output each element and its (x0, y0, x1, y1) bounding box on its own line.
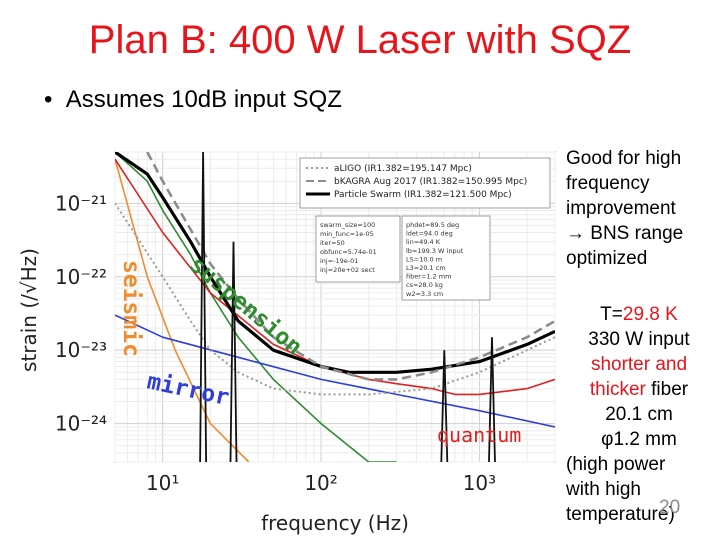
side-note: Good for high frequency improvement → BN… (566, 146, 683, 271)
page-number: 20 (659, 497, 681, 518)
resonance-peak (440, 350, 449, 462)
parameter-box-swarm-line: inj=-19e-01 (320, 257, 358, 265)
fiber-thicker: thicker (589, 379, 646, 400)
fiber-length: 20.1 cm (605, 404, 673, 425)
parameter-box-detector-line: phdet=89.5 deg (406, 221, 459, 229)
series-mirror-line (115, 314, 555, 428)
noise-budget-chart: 10¹ 10² 10³ 10⁻²¹ 10⁻²² 10⁻²³ 10⁻²⁴ frequency … (17, 151, 556, 535)
side-note-line: improvement (566, 198, 676, 219)
legend-entry-bkagra: bKAGRA Aug 2017 (IR1.382=150.995 Mpc) (334, 177, 527, 187)
resonance-peak (488, 337, 496, 462)
fiber-shorter: shorter and (590, 354, 688, 375)
y-axis-label: strain (/√Hz) (17, 248, 41, 372)
series-suspension-line (115, 152, 397, 462)
x-tick-label: 10³ (463, 471, 496, 495)
ticks: 10¹ 10² 10³ 10⁻²¹ 10⁻²² 10⁻²³ 10⁻²⁴ (55, 191, 496, 495)
slide-title: Plan B: 400 W Laser with SQZ (88, 18, 632, 62)
fiber-diameter: φ1.2 mm (601, 429, 677, 450)
x-tick-label: 10² (304, 471, 337, 495)
design-parameters: T=29.8 K 330 W input shorter and thicker… (560, 302, 718, 527)
side-note-line: Good for high (566, 148, 682, 169)
bullet-text: Assumes 10dB input SQZ (65, 86, 342, 113)
parameter-box-detector-line: LS=10.0 m (406, 255, 442, 263)
parameter-box-detector-line: w2=3.3 cm (406, 290, 443, 298)
x-axis-label: frequency (Hz) (261, 511, 409, 535)
label-seismic: seismic (118, 260, 144, 357)
parameter-box-detector-line: lb=199.3 W input (406, 247, 464, 255)
legend-entry-swarm: Particle Swarm (IR1.382=121.500 Mpc) (334, 190, 512, 200)
parameter-box-swarm: swarm_size=100min_func=1e-05iter=50obfun… (315, 215, 401, 283)
parameter-box-swarm-line: min_func=1e-05 (320, 230, 374, 238)
fiber-word: fiber (645, 379, 689, 400)
parameter-box-detector-line: fiber=1.2 mm (406, 273, 451, 281)
parameter-box-swarm-line: inj=20e+02 sect (320, 266, 375, 274)
parameter-box-detector-line: ldet=94.0 deg (406, 230, 453, 238)
power-note-mid: with high (566, 479, 641, 500)
temperature-value: 29.8 K (622, 304, 678, 325)
side-note-line: → BNS range (566, 223, 684, 244)
resonance-peak (199, 152, 208, 462)
legend: aLIGO (IR1.382=195.147 Mpc) bKAGRA Aug 2… (299, 157, 551, 209)
power-note-open: (high power (566, 454, 666, 475)
side-note-line: optimized (566, 248, 648, 269)
x-tick-label: 10¹ (146, 471, 179, 495)
legend-entry-aligo: aLIGO (IR1.382=195.147 Mpc) (334, 164, 472, 174)
laser-power: 330 W input (588, 329, 690, 350)
y-tick-label: 10⁻²¹ (55, 191, 107, 215)
y-tick-label: 10⁻²⁴ (55, 412, 107, 436)
y-tick-label: 10⁻²² (55, 265, 107, 289)
parameter-box-detector-line: lin=49.4 K (406, 238, 441, 246)
parameter-box-detector-line: cs=28.0 kg (406, 281, 443, 289)
bullet-point: • Assumes 10dB input SQZ (44, 86, 342, 113)
parameter-box-swarm-line: obfunc=5.74e-01 (320, 248, 377, 256)
parameter-box-swarm-line: iter=50 (320, 239, 345, 247)
curves (115, 152, 555, 462)
parameter-box-swarm-line: swarm_size=100 (320, 221, 375, 229)
series-aligo-line (115, 202, 555, 396)
power-note-close: temperature) (566, 504, 675, 525)
temperature-label: T= (600, 304, 623, 325)
side-note-line: frequency (566, 173, 650, 194)
resonance-peak (229, 241, 238, 462)
parameter-box-detector-line: L3=20.1 cm (406, 264, 446, 272)
label-quantum: quantum (437, 423, 521, 447)
y-tick-label: 10⁻²³ (55, 338, 107, 362)
